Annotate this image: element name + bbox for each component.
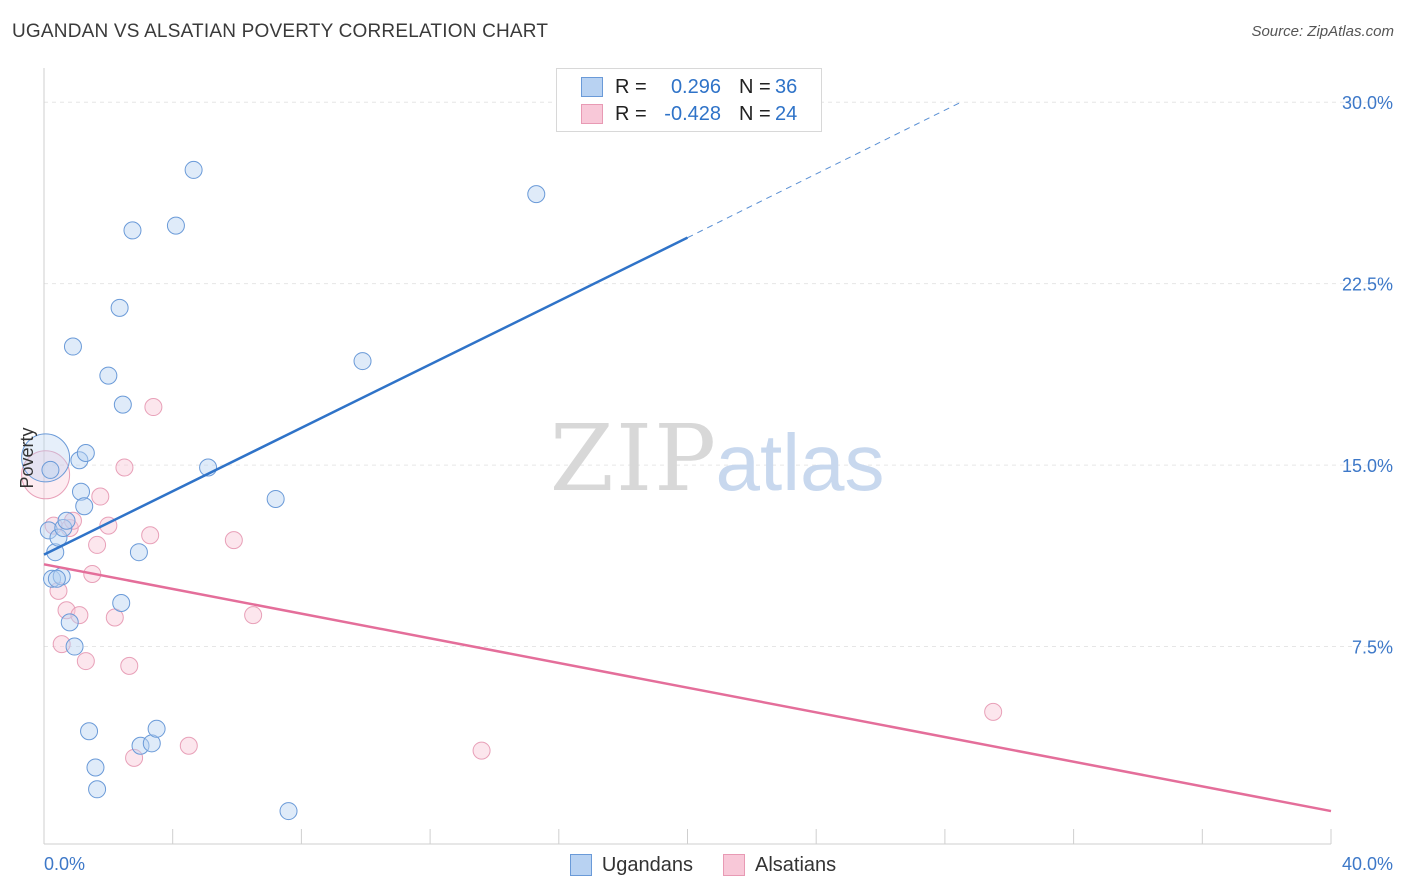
alsatians-point (88, 535, 107, 554)
tick-labels: 7.5% 15.0% 22.5% 30.0% 0.0% 40.0% (44, 93, 1393, 874)
ugandans-point (142, 734, 161, 753)
ugandans-swatch (569, 854, 592, 876)
alsatians-point (472, 741, 491, 760)
y-axis-label: Poverty (17, 427, 37, 488)
ugandans-point (60, 613, 79, 632)
ugandans-point (113, 395, 132, 414)
watermark: ZIP atlas (550, 405, 885, 512)
ugandans-point (527, 185, 546, 204)
alsatians-point (91, 487, 110, 506)
legend-r-label: R = (615, 102, 647, 125)
ugandans-point (166, 216, 185, 235)
ugandans-point (279, 802, 298, 821)
alsatians-swatch (581, 104, 603, 124)
ugandans-point (65, 637, 84, 656)
alsatians-points (21, 398, 1003, 767)
ugandans-point (72, 482, 91, 501)
watermark-zip: ZIP (550, 405, 718, 512)
ugandans-point (88, 780, 107, 799)
x-tick-label: 0.0% (44, 854, 85, 874)
ugandans-legend-label: Ugandans (601, 853, 694, 876)
alsatians-point (76, 652, 95, 671)
ugandans-point (70, 451, 89, 470)
series-legend: Ugandans Alsatians (0, 852, 1406, 878)
watermark-atlas: atlas (716, 418, 885, 507)
ugandans-point (129, 543, 148, 562)
ugandans-point (86, 758, 105, 777)
legend-n-value: 36 (775, 75, 798, 98)
alsatians-point (115, 458, 134, 477)
legend-row-alsatians: R = -0.428 N = 24 (581, 101, 797, 127)
ugandans-point (353, 352, 372, 371)
grid (44, 101, 1386, 648)
y-tick-label: 7.5% (1352, 638, 1393, 658)
ugandans-trend-line (43, 236, 689, 556)
legend-item-ugandans[interactable]: Ugandans (569, 853, 694, 877)
ugandans-point (63, 337, 82, 356)
alsatians-point (141, 526, 160, 545)
alsatians-point (179, 736, 198, 755)
legend-r-value: 0.296 (670, 75, 721, 98)
trend-lines (43, 101, 1332, 813)
ugandans-point (112, 594, 131, 612)
ugandans-points (21, 160, 546, 821)
ugandans-point (80, 722, 99, 741)
legend-item-alsatians[interactable]: Alsatians (723, 854, 836, 877)
ugandans-point (76, 444, 95, 462)
alsatians-point (120, 656, 139, 675)
ugandans-trend-extension (687, 101, 962, 239)
ugandans-point (147, 719, 166, 738)
ugandans-point (184, 160, 203, 179)
legend-r-label: R = (615, 75, 647, 98)
alsatians-trend-line (43, 563, 1332, 813)
y-tick-label: 30.0% (1342, 93, 1393, 113)
correlation-legend: R = 0.296 N = 36 R = -0.428 N = 24 (556, 68, 822, 132)
chart-title: UGANDAN VS ALSATIAN POVERTY CORRELATION … (12, 21, 549, 42)
ugandans-point (110, 298, 129, 317)
legend-n-value: 24 (775, 102, 798, 125)
source-label: Source: ZipAtlas.com (1251, 23, 1394, 40)
ugandans-point (131, 736, 150, 755)
ugandans-point (266, 489, 285, 508)
alsatians-point (224, 531, 243, 550)
legend-row-ugandans: R = 0.296 N = 36 (581, 74, 797, 100)
axes (43, 68, 1332, 845)
alsatians-legend-label: Alsatians (755, 853, 837, 876)
ugandans-point (39, 521, 58, 540)
alsatians-point (984, 702, 1003, 721)
ugandans-swatch (581, 77, 603, 97)
alsatians-swatch (723, 854, 746, 876)
y-tick-label: 15.0% (1342, 456, 1393, 476)
alsatians-point (63, 511, 82, 530)
x-tick-label: 40.0% (1342, 854, 1393, 874)
ugandans-point (99, 366, 118, 385)
ugandans-point (41, 460, 60, 479)
y-tick-label: 22.5% (1342, 275, 1393, 295)
alsatians-point (70, 606, 89, 625)
legend-n-label: N = (739, 75, 771, 98)
legend-r-value: -0.428 (664, 102, 721, 125)
ugandans-point (21, 433, 71, 483)
alsatians-point (21, 450, 71, 500)
legend-n-label: N = (739, 102, 771, 125)
alsatians-point (144, 398, 163, 417)
ugandans-point (57, 511, 76, 530)
ugandans-point (47, 569, 66, 588)
ugandans-point (75, 497, 94, 516)
alsatians-point (244, 606, 263, 625)
ugandans-point (123, 221, 142, 240)
